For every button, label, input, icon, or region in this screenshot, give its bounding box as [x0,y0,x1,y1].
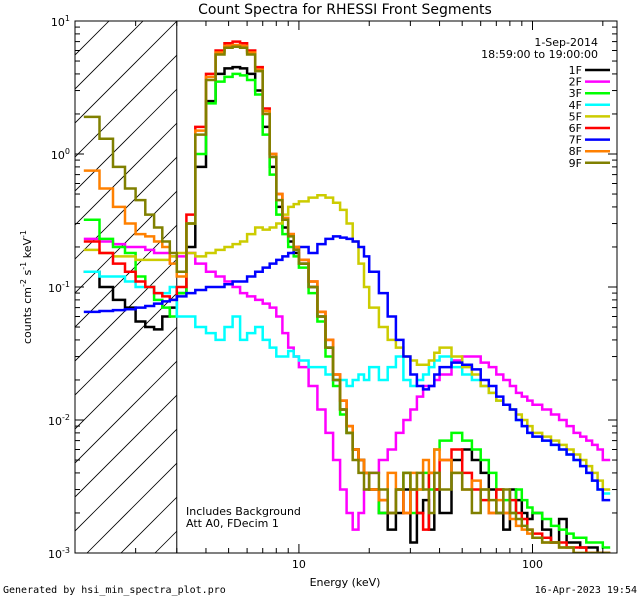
y-tick-label: 100 [51,147,70,162]
legend-label-5F: 5F [569,110,582,123]
annotation-attenuator: Att A0, FDecim 1 [186,517,279,530]
y-tick-label: 10-3 [48,546,70,561]
hatch-line [0,0,109,553]
chart-title: Count Spectra for RHESSI Front Segments [198,2,492,18]
axis-ticks: 10 100 10-3 10-2 10-1 100 101 [48,14,617,571]
series-line-5F [83,193,611,491]
series-group [83,40,611,553]
series-line-7F [83,235,611,502]
y-axis-label: counts cm-2 s-1 keV-1 [19,230,34,344]
hatch-line [75,21,110,56]
legend-label-1F: 1F [569,64,582,77]
x-tick-label: 100 [522,558,543,571]
time-range-label: 18:59:00 to 19:00:00 [481,48,598,61]
x-axis-label: Energy (keV) [310,576,381,589]
date-label: 1-Sep-2014 [534,36,598,49]
series-line-9F [83,45,611,553]
legend-label-2F: 2F [569,76,582,89]
x-tick-label: 10 [292,558,306,571]
legend-label-3F: 3F [569,87,582,100]
hatch-line [75,21,144,90]
hatch-line [75,21,178,124]
legend-label-7F: 7F [569,134,582,147]
y-tick-label: 101 [51,14,70,29]
annotation-background: Includes Background [186,505,301,518]
legend-label-4F: 4F [569,99,582,112]
hatched-region [0,0,617,553]
legend-label-6F: 6F [569,122,582,135]
hatch-mask [176,21,617,553]
y-tick-label: 10-2 [48,413,70,428]
hatch-line [0,0,75,553]
legend-label-8F: 8F [569,145,582,158]
legend-label-9F: 9F [569,157,582,170]
footer-timestamp: 16-Apr-2023 19:54 [534,585,637,596]
footer-generated-by: Generated by hsi_min_spectra_plot.pro [3,585,226,596]
y-tick-label: 10-1 [48,280,70,295]
